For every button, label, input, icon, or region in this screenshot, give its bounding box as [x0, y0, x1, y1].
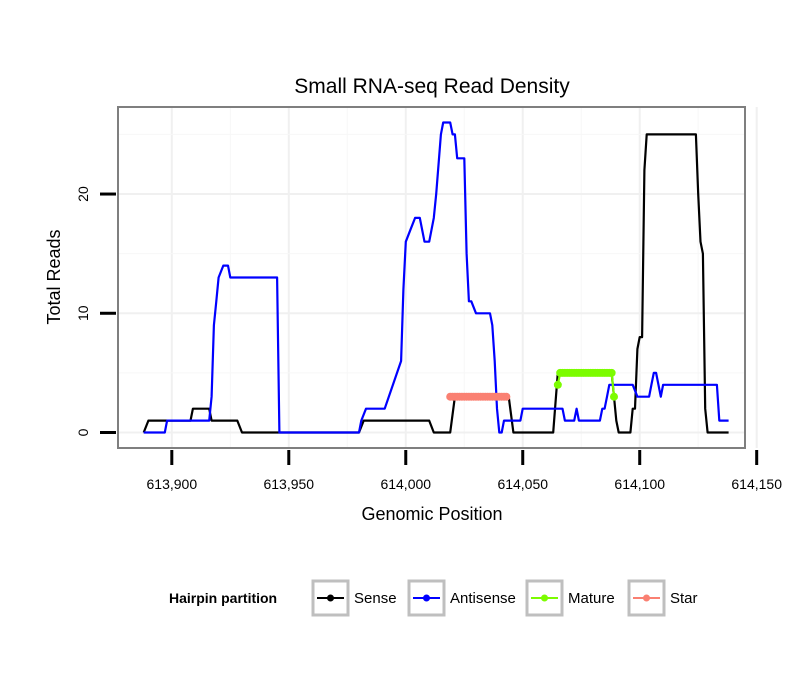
series-line-sense [142, 133, 729, 434]
x-tick-label: 614,050 [497, 476, 548, 492]
grid [118, 107, 758, 448]
legend-label-mature: Mature [568, 590, 615, 607]
plot-area [142, 121, 729, 434]
x-tick-label: 613,950 [263, 476, 314, 492]
y-axis: 0 10 20 [75, 186, 116, 436]
x-axis: 613,900 613,950 614,000 614,050 614,100 614,1… [147, 450, 782, 492]
data-point-mature [609, 392, 618, 401]
x-tick-label: 614,150 [731, 476, 782, 492]
legend-key-point-antisense [423, 594, 430, 602]
legend: Hairpin partition Sense Antisense Mature St… [169, 579, 698, 617]
legend-title: Hairpin partition [169, 590, 277, 606]
x-tick-label: 613,900 [147, 476, 198, 492]
data-point-star [502, 392, 511, 401]
plot-border [117, 106, 746, 449]
y-tick-label: 10 [75, 305, 91, 321]
legend-label-antisense: Antisense [450, 590, 516, 607]
legend-key-point-sense [327, 594, 334, 602]
x-tick-label: 614,100 [614, 476, 665, 492]
legend-label-star: Star [670, 590, 698, 607]
legend-key-point-star [643, 594, 650, 602]
legend-key-point-mature [541, 594, 548, 602]
x-tick-label: 614,000 [380, 476, 431, 492]
data-point-mature [553, 380, 562, 389]
x-axis-label: Genomic Position [361, 504, 502, 524]
data-point-mature [607, 368, 616, 377]
series-line-antisense [143, 121, 729, 434]
chart-title: Small RNA-seq Read Density [294, 75, 570, 98]
y-tick-label: 0 [75, 428, 91, 436]
y-axis-label: Total Reads [44, 229, 64, 324]
y-tick-label: 20 [75, 186, 91, 202]
legend-label-sense: Sense [354, 590, 397, 607]
